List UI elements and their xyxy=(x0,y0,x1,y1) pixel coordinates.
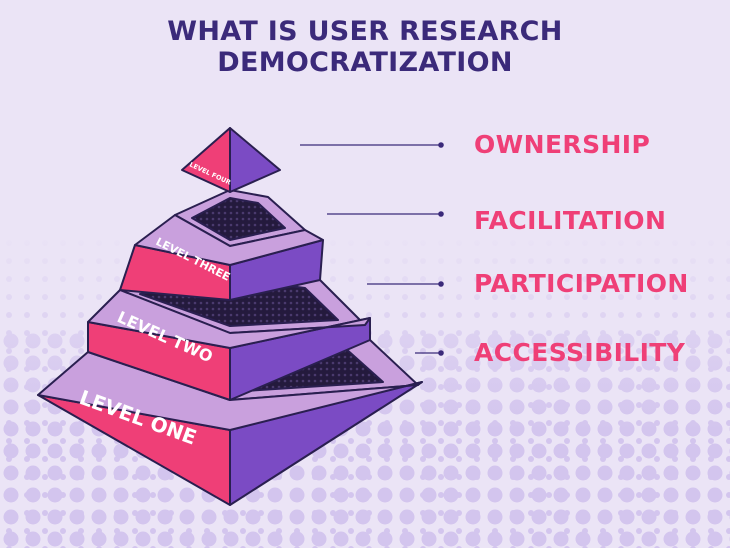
pyramid xyxy=(37,127,423,506)
level-three-block xyxy=(119,189,324,301)
label-facilitation: FACILITATION xyxy=(474,206,667,235)
label-accessibility: ACCESSIBILITY xyxy=(474,338,686,367)
title-line-2: DEMOCRATIZATION xyxy=(217,47,513,78)
page-title: WHAT IS USER RESEARCH DEMOCRATIZATION xyxy=(0,16,730,78)
label-ownership: OWNERSHIP xyxy=(474,130,651,159)
level-four-block xyxy=(181,127,281,193)
connector-lines xyxy=(300,142,444,356)
level-four-right-face xyxy=(229,127,281,193)
level-three-slab-top xyxy=(134,214,324,266)
label-participation: PARTICIPATION xyxy=(474,269,689,298)
title-line-1: WHAT IS USER RESEARCH xyxy=(167,16,563,47)
level-two-slab-top xyxy=(87,289,371,349)
level-three-recess xyxy=(191,197,286,241)
